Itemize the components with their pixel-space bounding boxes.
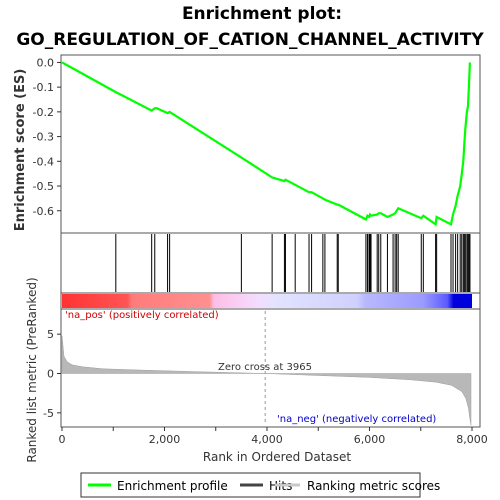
x-axis-label: Rank in Ordered Dataset xyxy=(203,450,351,464)
rank-gradient-bar xyxy=(62,294,472,308)
metric-panel-frame xyxy=(60,308,481,428)
es-y-tick-label: -0.3 xyxy=(33,131,54,144)
x-tick-label: 2,000 xyxy=(149,433,181,446)
metric-y-tick-label: 5 xyxy=(47,328,54,341)
x-tick-label: 8,000 xyxy=(456,433,488,446)
es-y-ticks: 0.0 -0.1 -0.2 -0.3 -0.4 -0.5 -0.6 xyxy=(33,56,61,218)
metric-y-ticks: 5 0 -5 xyxy=(43,328,61,420)
legend-metric-label: Ranking metric scores xyxy=(307,479,440,493)
rank-gradient-panel xyxy=(60,292,481,310)
ranking-metric-area xyxy=(61,335,472,426)
x-tick-label: 4,000 xyxy=(251,433,283,446)
es-panel: 0.0 -0.1 -0.2 -0.3 -0.4 -0.5 -0.6 Enrichment s… xyxy=(13,54,481,234)
es-y-tick-label: -0.5 xyxy=(33,180,54,193)
hit-markers xyxy=(115,234,471,292)
legend-enrichment-label: Enrichment profile xyxy=(117,479,228,493)
es-y-tick-label: -0.2 xyxy=(33,106,54,119)
x-tick-label: 6,000 xyxy=(354,433,386,446)
hits-panel xyxy=(60,232,481,294)
na-pos-label: 'na_pos' (positively correlated) xyxy=(65,310,219,321)
chart-subtitle: GO_REGULATION_OF_CATION_CHANNEL_ACTIVITY xyxy=(16,30,484,50)
x-tick-label: 0 xyxy=(59,433,66,446)
metric-y-axis-label: Ranked list metric (PreRanked) xyxy=(25,277,39,462)
enrichment-profile-line xyxy=(61,61,471,227)
es-y-tick-label: -0.6 xyxy=(33,205,54,218)
zero-cross-label: Zero cross at 3965 xyxy=(218,362,312,373)
na-neg-label: 'na_neg' (negatively correlated) xyxy=(277,414,436,425)
metric-panel: 5 0 -5 Zero cross at 3965 'na_pos' (positi… xyxy=(25,277,481,463)
metric-y-tick-label: 0 xyxy=(47,368,54,381)
chart-title: Enrichment plot: xyxy=(182,4,342,24)
es-panel-frame xyxy=(60,54,481,234)
es-y-tick-label: -0.4 xyxy=(33,155,54,168)
legend: Enrichment profile Hits Ranking metric s… xyxy=(80,472,440,498)
metric-y-tick-label: -5 xyxy=(43,407,54,420)
es-y-axis-label: Enrichment score (ES) xyxy=(13,69,28,232)
es-y-tick-label: -0.1 xyxy=(33,81,54,94)
hits-panel-frame xyxy=(60,232,481,294)
x-axis-ticks: 0 2,000 4,000 6,000 8,000 xyxy=(59,427,488,446)
es-y-tick-label: 0.0 xyxy=(37,56,55,69)
